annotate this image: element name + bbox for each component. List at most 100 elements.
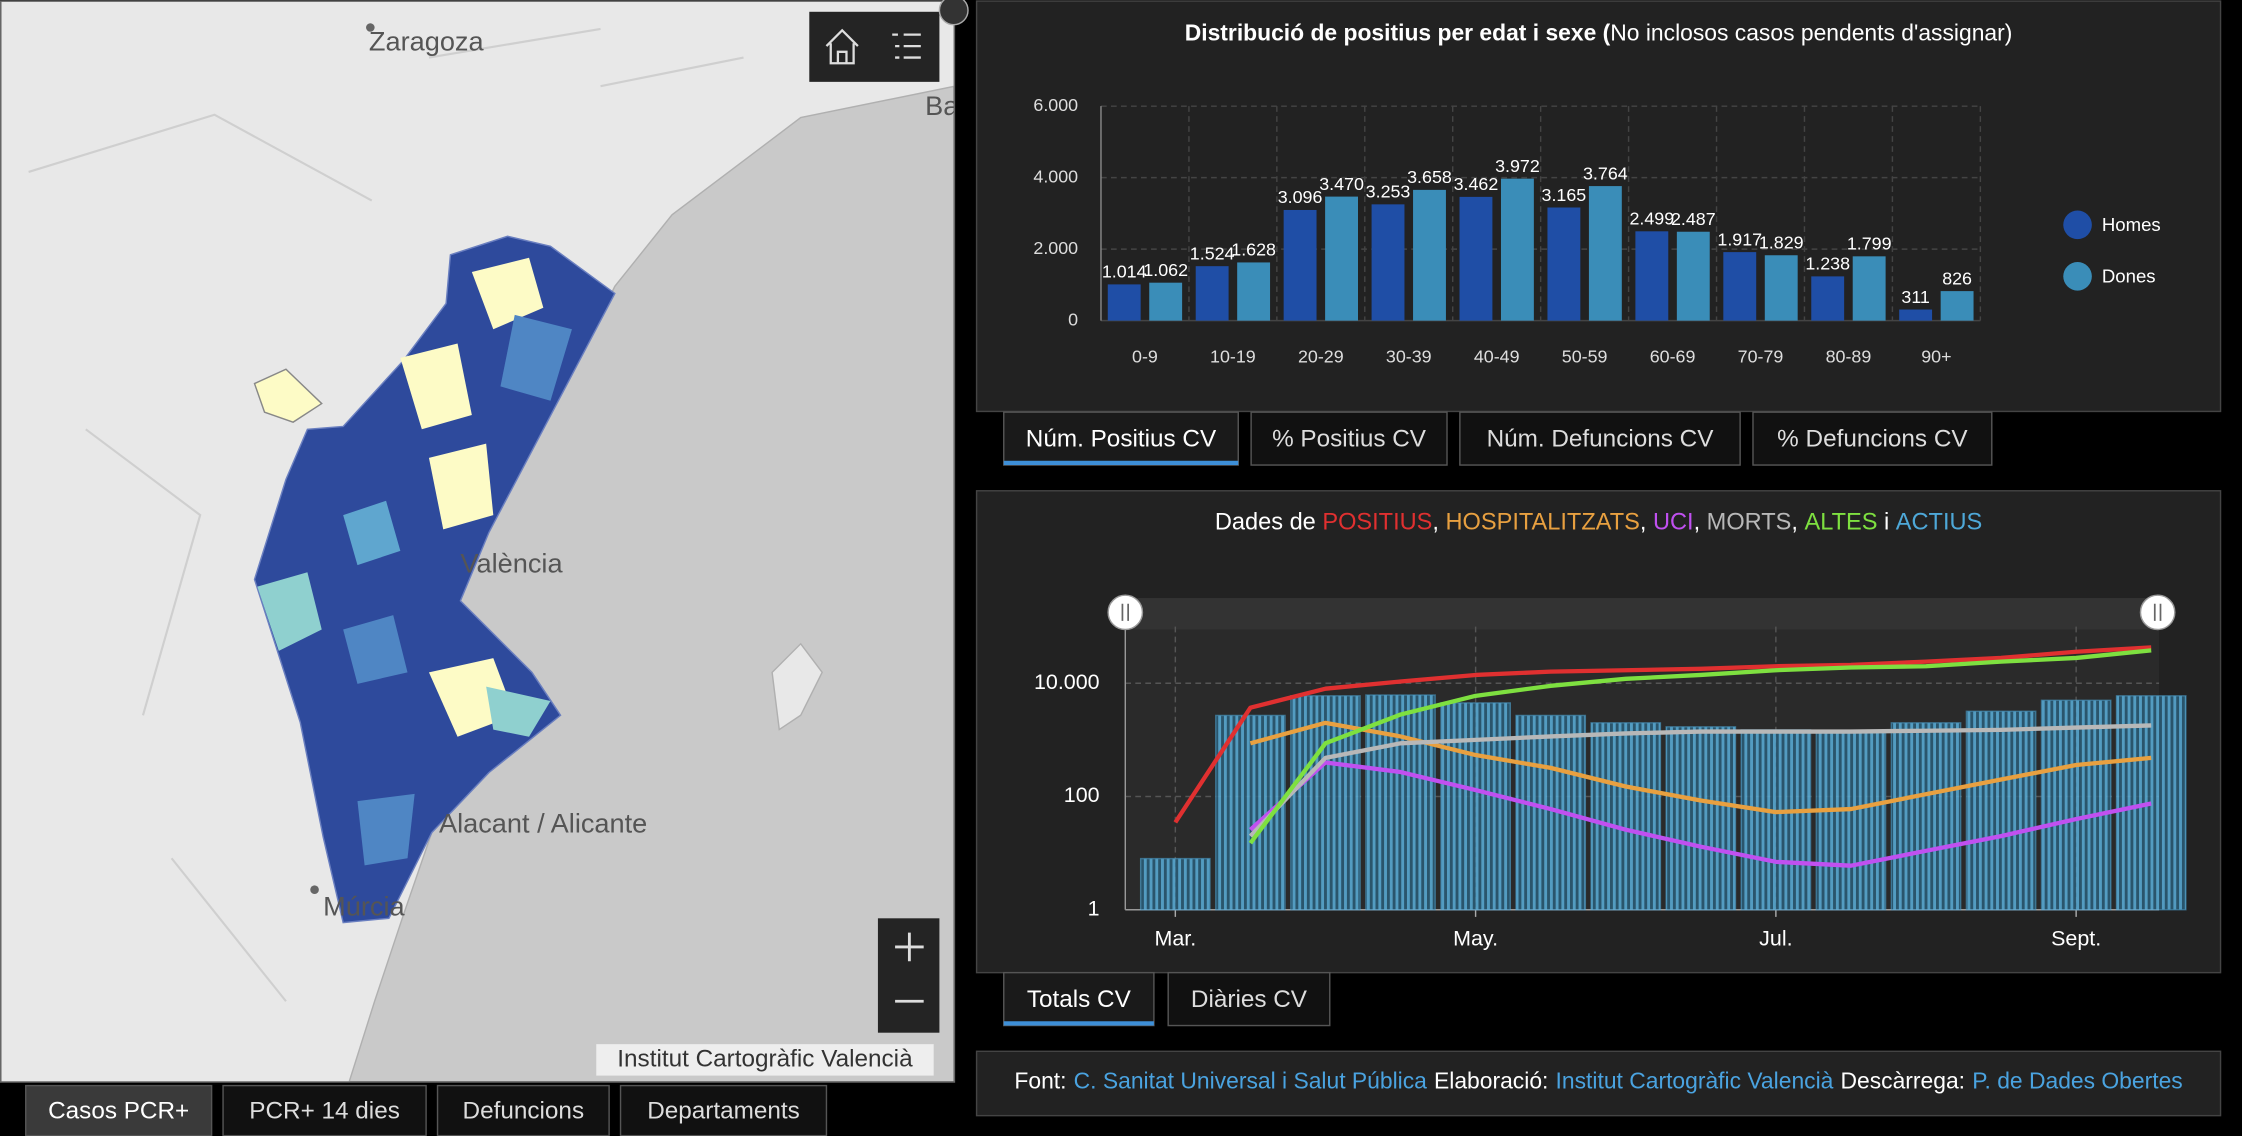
- chart-title: Dades de POSITIUS, HOSPITALITZATS, UCI, …: [1215, 509, 1982, 535]
- bar: [1290, 695, 1361, 911]
- series-line: [1249, 720, 2152, 815]
- bar: [1440, 702, 1511, 911]
- legend-label: ALTES: [1805, 509, 1878, 535]
- legend-swatch: [2063, 262, 2092, 291]
- tab-bg: [222, 1084, 427, 1136]
- footer-link[interactable]: P. de Dades Obertes: [1972, 1068, 2183, 1094]
- bar: [2040, 699, 2112, 911]
- region-area: [343, 615, 408, 684]
- tab[interactable]: Diàries CV: [1167, 971, 1331, 1027]
- legend-label: Homes: [2102, 214, 2161, 235]
- bar: [1195, 266, 1229, 321]
- expand-button[interactable]: [938, 0, 969, 26]
- tab[interactable]: % Positius CV: [1250, 411, 1448, 466]
- x-tick-label: 30-39: [1386, 347, 1432, 367]
- bar: [1515, 714, 1587, 911]
- region-area: [253, 368, 323, 423]
- tab-bg: [619, 1084, 828, 1136]
- bar: [1899, 309, 1933, 321]
- tab[interactable]: Núm. Defuncions CV: [1459, 411, 1741, 466]
- data-label: 1.628: [1231, 240, 1276, 260]
- tab[interactable]: % Defuncions CV: [1752, 411, 1993, 466]
- y-tick-label: 6.000: [1033, 95, 1078, 115]
- tab-label: Departaments: [647, 1097, 800, 1124]
- bar: [1237, 262, 1271, 321]
- bar: [1676, 231, 1710, 321]
- city-dot: [310, 885, 319, 895]
- data-label: 3.972: [1495, 156, 1540, 176]
- y-tick-label: 0: [1068, 309, 1078, 329]
- map-label: Ba: [925, 90, 959, 121]
- x-tick-label: May.: [1453, 926, 1498, 950]
- tab-underline: [1003, 1021, 1154, 1026]
- region-area: [428, 443, 494, 530]
- data-label: 311: [1901, 287, 1930, 307]
- data-label: 1.829: [1759, 233, 1804, 253]
- x-tick-label: 10-19: [1210, 347, 1256, 367]
- data-label: 826: [1942, 268, 1972, 288]
- region-area: [500, 314, 572, 401]
- bar: [1815, 730, 1887, 911]
- data-label: 1.238: [1805, 254, 1850, 274]
- title: Distribució de positius per edat i sexe …: [1185, 20, 1611, 46]
- tab[interactable]: Núm. Positius CV: [1003, 411, 1239, 466]
- data-label: 1.062: [1143, 260, 1188, 280]
- title-separator: ,: [1694, 509, 1707, 535]
- tab[interactable]: Totals CV: [1003, 971, 1155, 1027]
- region-area: [486, 686, 551, 737]
- tab-label: Totals CV: [1027, 986, 1132, 1013]
- legend-label: UCI: [1653, 509, 1694, 535]
- tab[interactable]: Departaments: [619, 1084, 828, 1136]
- line-chart: Dades de POSITIUS, HOSPITALITZATS, UCI, …: [1034, 509, 2187, 950]
- city-dot: [366, 23, 375, 32]
- x-tick-label: 40-49: [1474, 347, 1520, 367]
- tab-bg: [1003, 411, 1239, 466]
- roads: [28, 27, 744, 1002]
- tab[interactable]: Casos PCR+: [25, 1084, 213, 1136]
- bar: [1665, 726, 1737, 911]
- footer-link[interactable]: C. Sanitat Universal i Salut Pública: [1074, 1068, 1428, 1094]
- list-button[interactable]: [892, 33, 921, 59]
- bar: [1723, 252, 1757, 321]
- legend-label: HOSPITALITZATS: [1446, 509, 1640, 535]
- bar: [1764, 255, 1798, 321]
- bar: [1283, 209, 1317, 321]
- bar-chart: Distribució de positius per edat i sexe …: [1033, 20, 2160, 367]
- footer-panel: [975, 1050, 2222, 1117]
- slider-handle[interactable]: [2139, 594, 2176, 631]
- tab[interactable]: Defuncions: [436, 1084, 610, 1136]
- region: [253, 235, 616, 924]
- tab-label: % Positius CV: [1272, 425, 1427, 452]
- title-separator: i: [1877, 509, 1895, 535]
- zoom-in[interactable]: [895, 932, 924, 962]
- home-button[interactable]: [825, 28, 859, 65]
- subtitle: No inclosos casos pendents d'assignar): [1610, 20, 2012, 46]
- series-line: [1173, 645, 2152, 824]
- series-line: [1248, 760, 2152, 868]
- data-label: 3.253: [1366, 182, 1411, 202]
- y-tick-label: 1: [1088, 896, 1100, 920]
- tab[interactable]: PCR+ 14 dies: [222, 1084, 427, 1136]
- data-label: 1.014: [1102, 262, 1147, 282]
- tab-bg: [1459, 411, 1741, 466]
- data-label: 1.917: [1717, 229, 1762, 249]
- title-separator: ,: [1432, 509, 1445, 535]
- slider-grip: [2153, 603, 2162, 621]
- y-tick-label: 100: [1064, 783, 1100, 807]
- title-prefix: Dades de: [1215, 509, 1322, 535]
- legend-swatch: [2063, 210, 2092, 240]
- region-area: [357, 793, 415, 866]
- data-label: 2.499: [1629, 209, 1674, 229]
- x-tick-label: 60-69: [1650, 347, 1696, 367]
- footer-link[interactable]: Institut Cartogràfic Valencià: [1556, 1068, 1834, 1094]
- data-label: 1.799: [1847, 234, 1892, 254]
- island: [771, 642, 823, 731]
- slider-handle[interactable]: [1107, 594, 1144, 631]
- bar: [2115, 695, 2187, 911]
- chart-title: Distribució de positius per edat i sexe …: [1185, 20, 2013, 46]
- data-label: 2.487: [1671, 209, 1716, 229]
- series-line: [1248, 648, 2152, 845]
- attribution: Institut Cartogràfic Valencià: [617, 1045, 913, 1072]
- map-label: València: [460, 547, 563, 578]
